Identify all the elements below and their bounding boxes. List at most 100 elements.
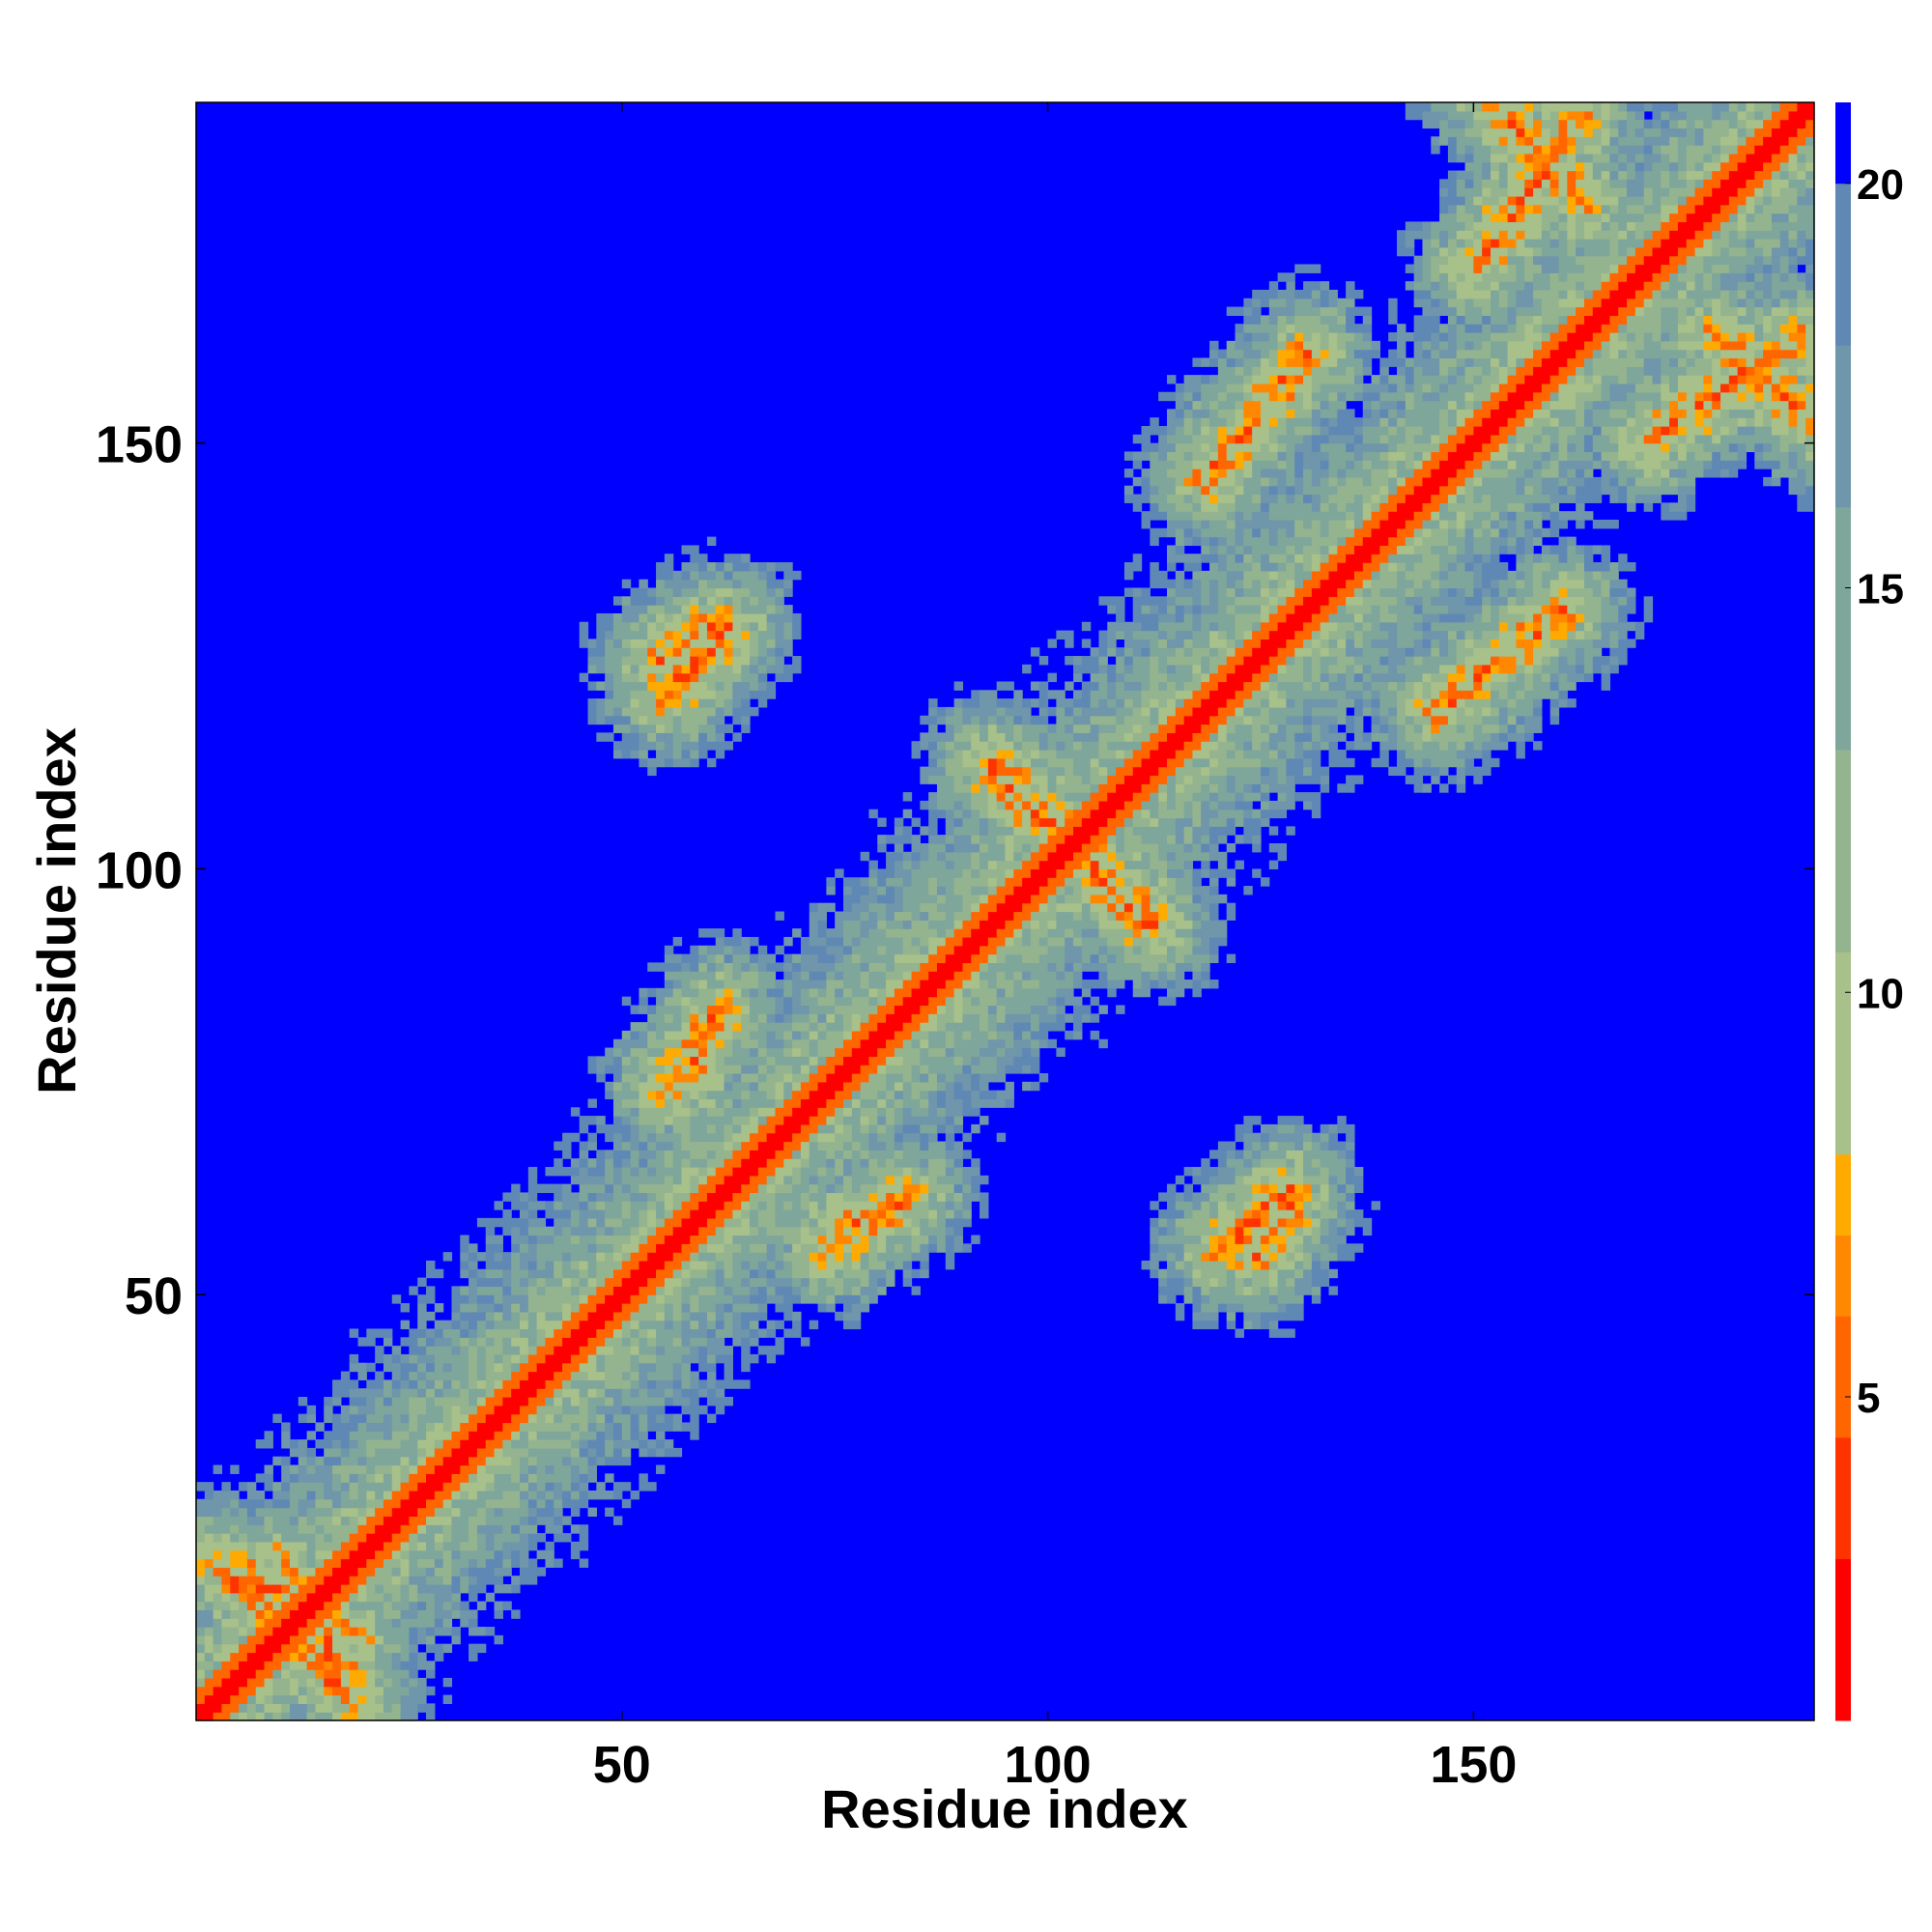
heatmap-cell <box>639 1320 648 1330</box>
heatmap-cell <box>400 1397 410 1406</box>
heatmap-cell <box>664 1123 674 1134</box>
heatmap-cell <box>809 1013 819 1023</box>
heatmap-cell <box>527 1456 538 1466</box>
heatmap-cell <box>545 1549 554 1560</box>
heatmap-cell <box>672 570 683 581</box>
heatmap-cell <box>298 1703 308 1713</box>
heatmap-cell <box>664 706 674 717</box>
heatmap-cell <box>579 672 589 683</box>
heatmap-cell <box>1013 1065 1023 1074</box>
heatmap-cell <box>375 1677 384 1688</box>
heatmap-cell <box>527 1294 538 1304</box>
heatmap-cell <box>698 750 708 759</box>
heatmap-cell <box>843 1123 853 1134</box>
heatmap-cell <box>391 1498 402 1509</box>
heatmap-cell <box>570 1371 581 1380</box>
heatmap-cell <box>953 1047 964 1057</box>
heatmap-cell <box>527 1413 538 1424</box>
heatmap-cell <box>698 987 708 998</box>
heatmap-cell <box>520 1379 529 1389</box>
heatmap-cell <box>391 1507 402 1518</box>
heatmap-cell <box>639 1431 648 1440</box>
heatmap-cell <box>494 1541 503 1551</box>
heatmap-cell <box>460 1456 469 1466</box>
heatmap-cell <box>886 996 895 1007</box>
heatmap-cell <box>306 1464 317 1474</box>
heatmap-cell <box>1217 1226 1228 1236</box>
heatmap-cell <box>886 1260 895 1270</box>
heatmap-cell <box>656 1328 666 1338</box>
heatmap-cell <box>1268 1201 1279 1210</box>
heatmap-cell <box>630 750 640 759</box>
heatmap-cell <box>298 1712 308 1721</box>
heatmap-cell <box>706 1132 717 1143</box>
heatmap-cell <box>681 1022 691 1032</box>
heatmap-cell <box>902 1166 913 1177</box>
heatmap-cell <box>715 1047 725 1057</box>
heatmap-cell <box>255 1576 266 1585</box>
heatmap-cell <box>1030 1022 1040 1032</box>
heatmap-cell <box>1328 1235 1338 1244</box>
heatmap-cell <box>757 980 768 989</box>
heatmap-cell <box>817 920 827 929</box>
heatmap-cell <box>621 1132 632 1143</box>
heatmap-cell <box>417 1337 427 1347</box>
heatmap-cell <box>520 1209 529 1219</box>
heatmap-cell <box>809 1132 819 1143</box>
heatmap-cell <box>783 1098 793 1108</box>
heatmap-cell <box>1005 1047 1014 1057</box>
heatmap-cell <box>639 706 648 717</box>
heatmap-cell <box>272 1567 282 1577</box>
heatmap-cell <box>221 1643 231 1654</box>
heatmap-cell <box>936 1090 947 1100</box>
heatmap-cell <box>706 1268 717 1279</box>
heatmap-cell <box>520 1397 529 1406</box>
heatmap-cell <box>724 1346 733 1355</box>
heatmap-cell <box>391 1643 402 1654</box>
heatmap-cell <box>920 1268 929 1279</box>
heatmap-cell <box>442 1320 453 1330</box>
heatmap-cell <box>1277 1209 1288 1219</box>
heatmap-cell <box>962 1090 972 1100</box>
heatmap-cell <box>587 1464 597 1474</box>
heatmap-cell <box>757 1217 768 1228</box>
heatmap-cell <box>1175 1226 1185 1236</box>
heatmap-cell <box>349 1456 359 1466</box>
heatmap-cell <box>724 1098 733 1108</box>
heatmap-cell <box>264 1498 273 1509</box>
heatmap-cell <box>298 1549 308 1560</box>
heatmap-cell <box>706 1065 717 1074</box>
heatmap-cell <box>706 732 717 742</box>
heatmap-cell <box>570 1311 581 1321</box>
heatmap-cell <box>698 681 708 691</box>
heatmap-cell <box>434 1627 444 1636</box>
heatmap-cell <box>724 1013 733 1023</box>
heatmap-cell <box>587 1371 597 1380</box>
heatmap-cell <box>1260 1303 1270 1313</box>
heatmap-cell <box>630 1362 640 1373</box>
heatmap-cell <box>741 1303 751 1313</box>
heatmap-cell <box>579 639 589 648</box>
heatmap-cell <box>246 1533 257 1543</box>
heatmap-cell <box>750 1141 759 1151</box>
heatmap-cell <box>732 1038 742 1049</box>
heatmap-cell <box>409 1498 418 1509</box>
heatmap-cell <box>451 1422 461 1432</box>
heatmap-cell <box>587 1192 597 1202</box>
heatmap-cell <box>894 971 904 980</box>
heatmap-cell <box>605 1447 614 1458</box>
heatmap-cell <box>792 1286 802 1295</box>
heatmap-cell <box>868 1107 878 1117</box>
heatmap-cell <box>596 1252 606 1262</box>
heatmap-cell <box>400 1524 410 1534</box>
heatmap-cell <box>409 1661 418 1670</box>
heatmap-cell <box>485 1541 496 1551</box>
heatmap-cell <box>264 1592 273 1603</box>
heatmap-cell <box>886 1098 895 1108</box>
heatmap-cell <box>391 1533 402 1543</box>
heatmap-cell <box>757 1277 768 1287</box>
heatmap-cell <box>732 656 742 666</box>
heatmap-cell <box>656 1260 666 1270</box>
heatmap-cell <box>255 1558 266 1568</box>
heatmap-cell <box>315 1583 325 1594</box>
